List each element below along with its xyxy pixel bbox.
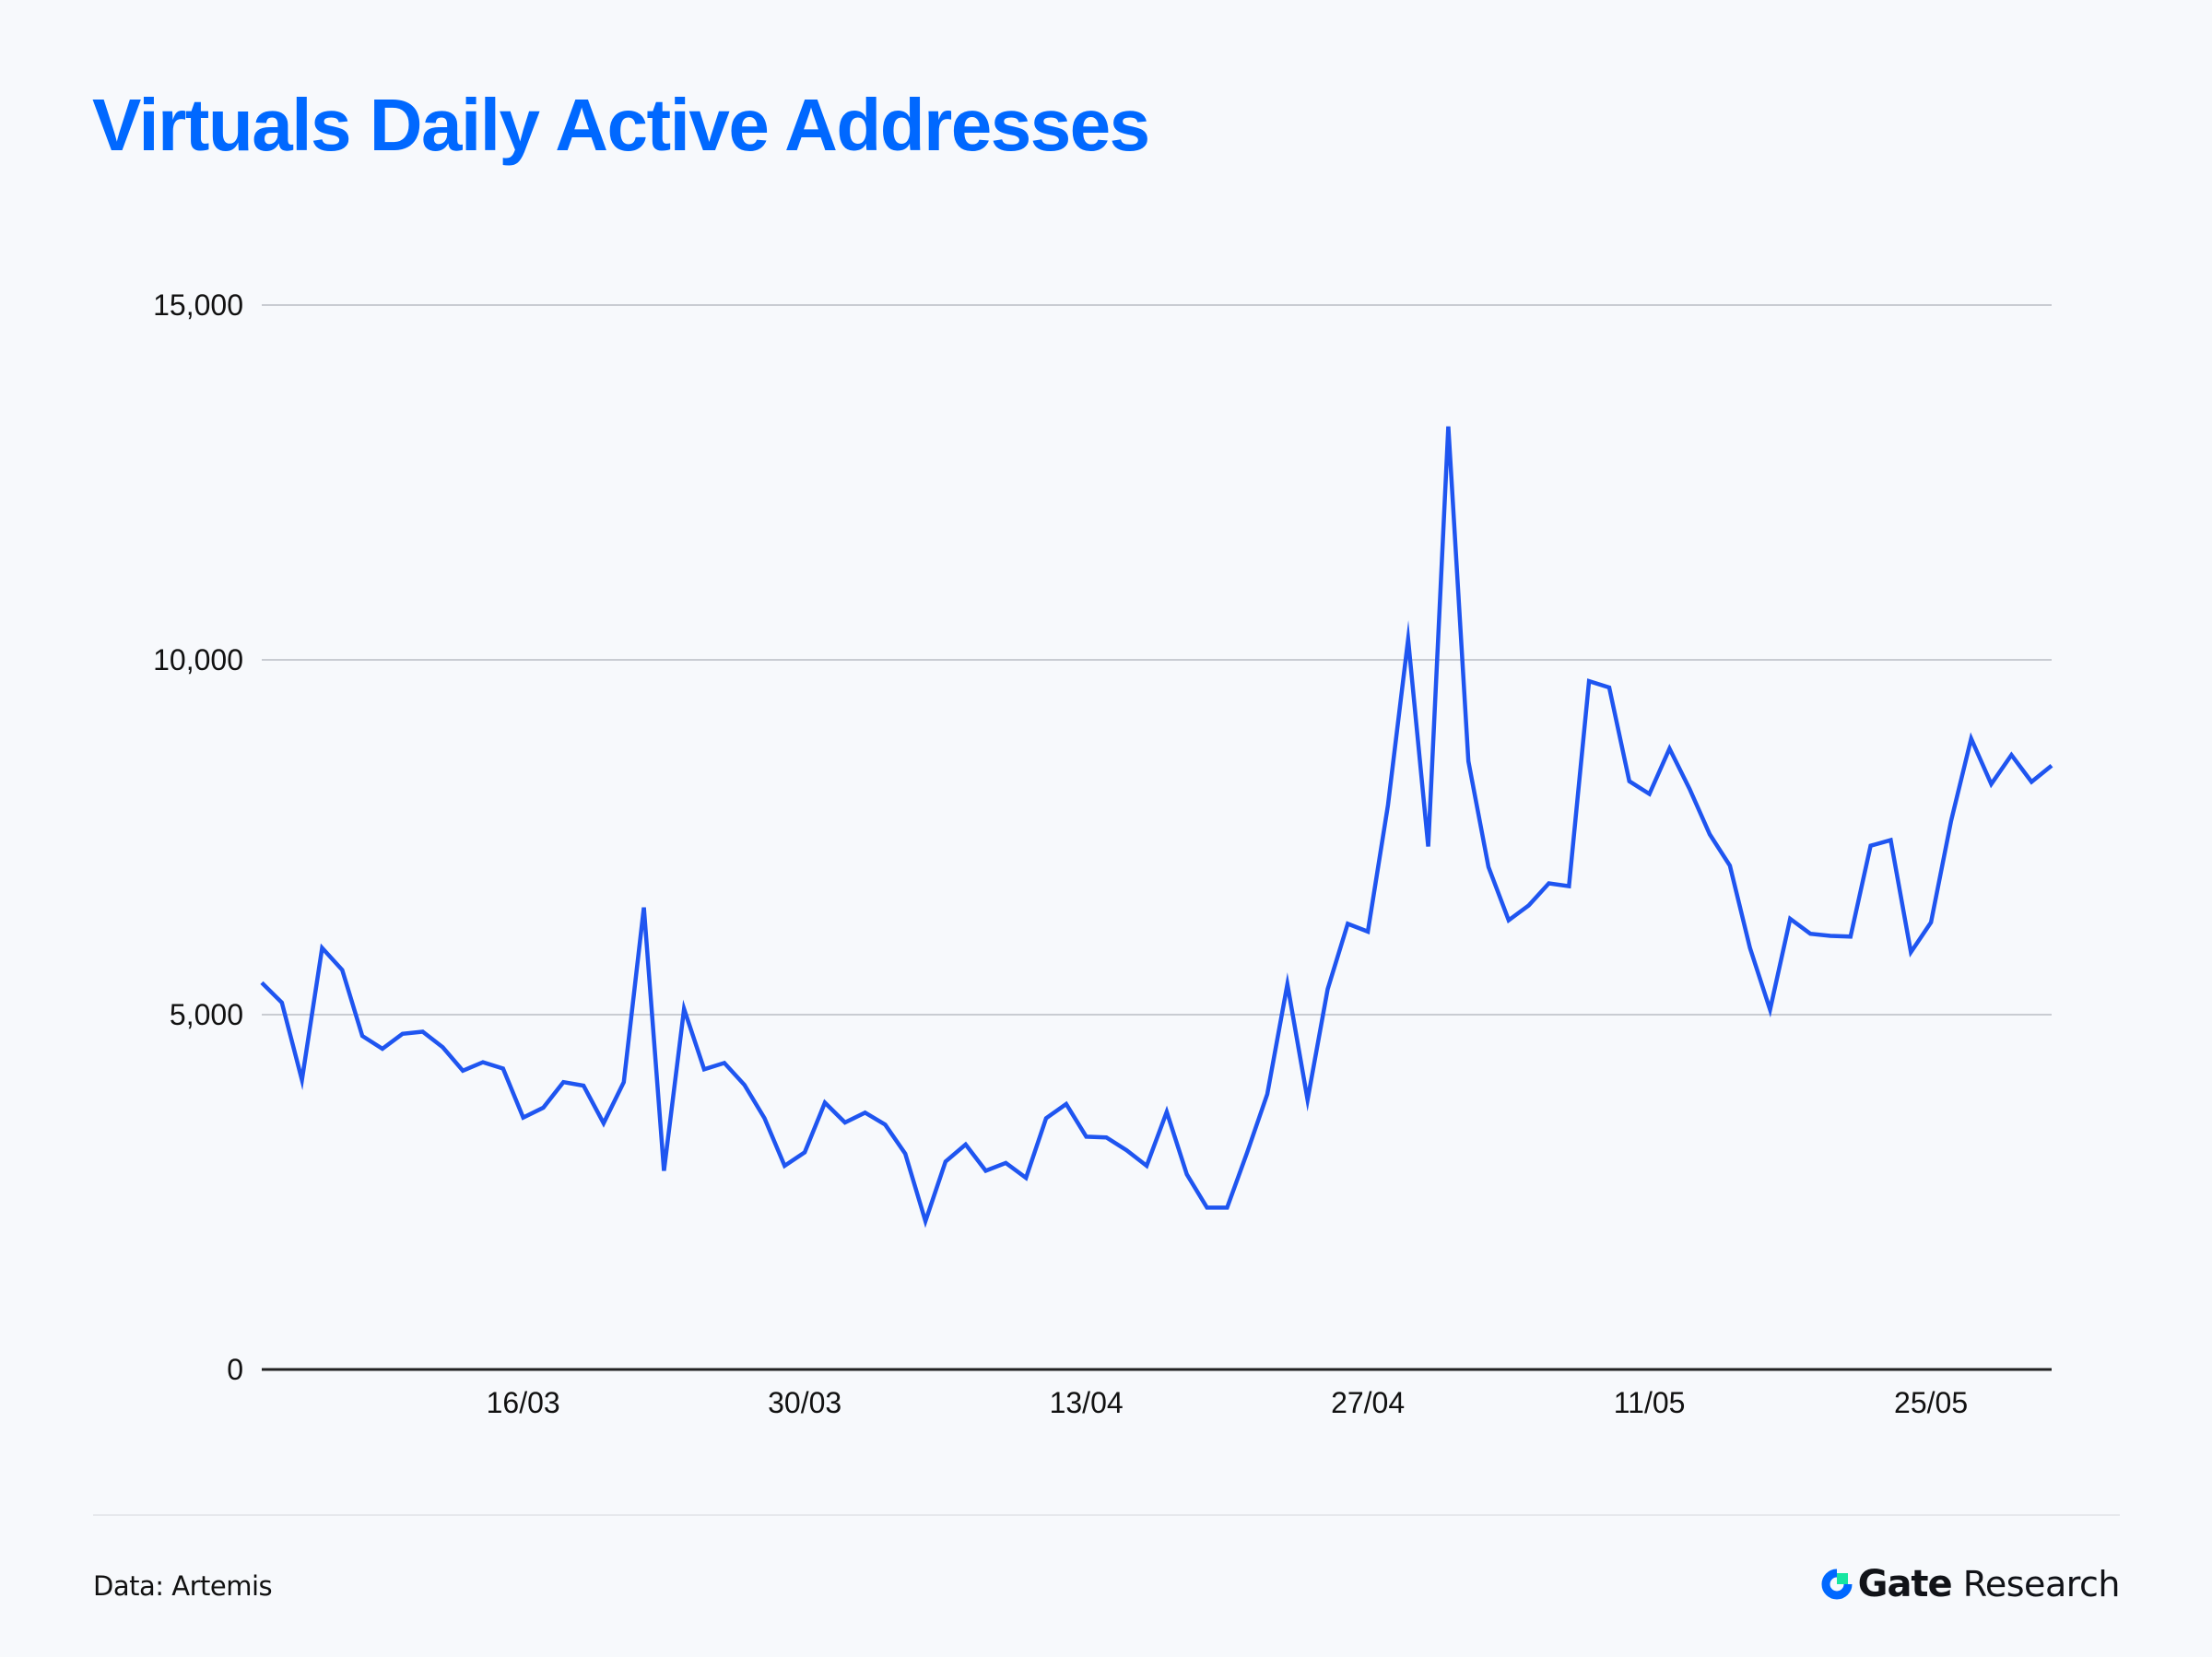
x-tick-label: 11/05 — [1614, 1386, 1686, 1419]
series-line-daily-active-addresses — [260, 426, 2053, 1228]
y-axis-ticks: 0 5,000 10,000 15,000 — [153, 288, 243, 1386]
data-source: Data: Artemis — [93, 1570, 273, 1602]
series-layer — [260, 426, 2053, 1228]
footer-divider — [93, 1514, 2120, 1516]
x-tick-label: 13/04 — [1050, 1386, 1124, 1419]
x-tick-label: 30/03 — [768, 1386, 841, 1419]
x-tick-label: 27/04 — [1331, 1386, 1405, 1419]
y-tick-label: 15,000 — [153, 288, 243, 322]
x-tick-label: 16/03 — [487, 1386, 560, 1419]
y-tick-label: 0 — [227, 1353, 243, 1386]
gate-logo-icon — [1821, 1569, 1853, 1600]
x-axis-ticks: 16/03 30/03 13/04 27/04 11/05 25/05 — [487, 1386, 1968, 1419]
x-tick-label: 25/05 — [1894, 1386, 1968, 1419]
brand-suffix: Research — [1962, 1564, 2121, 1604]
brand-name: Gate — [1857, 1563, 1953, 1605]
gate-research-logo: Gate Research — [1819, 1563, 2121, 1605]
y-tick-label: 10,000 — [153, 643, 243, 676]
y-tick-label: 5,000 — [170, 998, 243, 1031]
chart-title: Virtuals Daily Active Addresses — [92, 84, 1150, 166]
gridlines — [262, 304, 2052, 1016]
